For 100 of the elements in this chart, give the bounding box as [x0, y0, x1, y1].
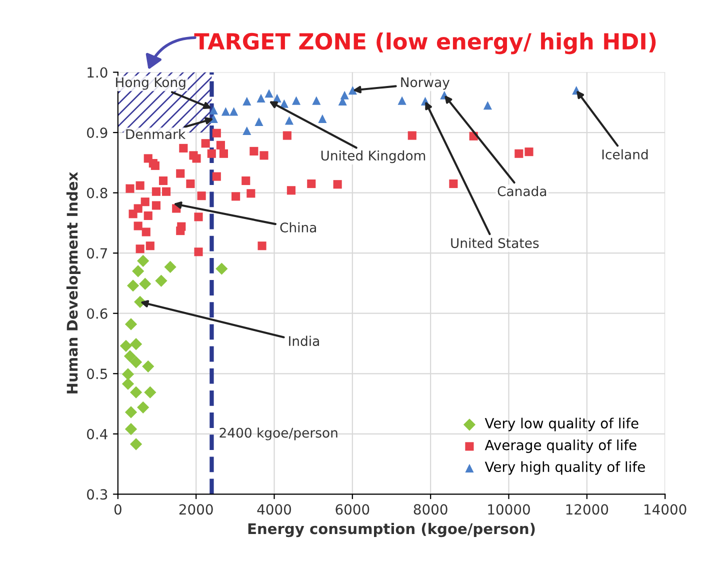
point: [137, 254, 150, 267]
point: [282, 131, 292, 140]
point: [124, 350, 136, 362]
annotation: Iceland: [602, 149, 648, 160]
point: [124, 423, 138, 436]
point: [192, 154, 201, 163]
legend-label: Very high quality of life: [484, 461, 645, 475]
y-tick-label: 0.8: [87, 188, 108, 198]
annotation: United States: [451, 238, 539, 248]
point: [136, 244, 144, 254]
point: [130, 356, 142, 368]
ref-line-label: 2400 kgoe/person: [220, 428, 338, 440]
point: [284, 116, 294, 125]
point: [254, 117, 264, 126]
point: [122, 378, 134, 390]
x-tick-label: 10000: [488, 504, 530, 515]
point: [221, 107, 230, 116]
point: [186, 179, 195, 188]
point: [230, 107, 238, 116]
x-tick-label: 14000: [644, 504, 686, 515]
legend-label: Very low quality of life: [484, 418, 638, 432]
point: [194, 248, 203, 256]
y-tick-label: 1.0: [88, 67, 108, 78]
x-tick-label: 4000: [257, 504, 291, 515]
point: [146, 242, 154, 250]
annotation: United Kingdom: [321, 150, 426, 164]
x-tick-label: 6000: [336, 504, 370, 515]
point: [162, 187, 171, 196]
point: [207, 149, 216, 158]
point: [524, 148, 534, 156]
point: [194, 212, 203, 222]
point: [201, 139, 210, 148]
point: [148, 158, 158, 168]
point: [307, 179, 316, 188]
point: [286, 186, 296, 195]
point: [158, 176, 168, 186]
point: [258, 242, 266, 250]
point: [142, 360, 154, 372]
point: [514, 149, 524, 158]
point: [122, 368, 134, 380]
point: [197, 192, 206, 200]
point: [124, 318, 138, 330]
point: [142, 228, 150, 236]
point: [209, 106, 218, 115]
legend-label: Average quality of life: [484, 440, 636, 453]
annotation: India: [289, 336, 319, 346]
point: [136, 181, 144, 190]
point: [144, 211, 152, 220]
point: [318, 114, 327, 123]
point: [132, 265, 144, 278]
point: [212, 172, 221, 181]
point: [242, 176, 250, 186]
point: [264, 89, 274, 98]
y-tick-label: 0.5: [87, 368, 107, 380]
point: [246, 189, 256, 198]
y-tick-label: 0.4: [87, 428, 108, 440]
point: [137, 401, 150, 414]
point: [250, 146, 258, 156]
point: [333, 180, 342, 189]
point: [179, 144, 188, 152]
point: [216, 262, 228, 275]
annotation: Hong Kong: [116, 77, 186, 90]
point: [140, 198, 150, 206]
y-tick-label: 0.9: [87, 127, 108, 138]
x-axis-title: Energy consumption (kgoe/person): [248, 522, 535, 538]
point: [292, 96, 301, 105]
point: [219, 149, 228, 158]
point: [312, 96, 321, 105]
annotation: China: [280, 222, 316, 232]
y-tick-label: 0.3: [87, 489, 108, 500]
annotation: Norway: [401, 77, 450, 90]
y-tick-label: 0.7: [87, 248, 108, 259]
point: [139, 278, 152, 290]
point: [408, 131, 416, 140]
point: [216, 140, 225, 150]
point: [398, 96, 406, 105]
y-tick-label: 0.6: [87, 308, 108, 319]
point: [152, 201, 160, 210]
point: [124, 406, 138, 418]
point: [212, 128, 221, 138]
point: [242, 126, 252, 135]
y-axis-title: Human Development Index: [66, 172, 81, 394]
point: [126, 280, 140, 292]
point: [126, 184, 134, 193]
point: [176, 169, 185, 178]
point: [280, 99, 288, 108]
point: [348, 86, 357, 95]
point: [130, 338, 142, 350]
point: [340, 90, 349, 100]
x-tick-label: 0: [114, 504, 122, 515]
annotation: Canada: [498, 186, 546, 196]
point: [242, 96, 252, 106]
point: [164, 260, 176, 273]
point: [483, 101, 492, 110]
point: [130, 438, 142, 450]
point: [152, 187, 160, 196]
annotation: Denmark: [126, 128, 186, 140]
point: [176, 226, 185, 236]
point: [260, 151, 268, 160]
x-tick-label: 8000: [414, 504, 448, 515]
